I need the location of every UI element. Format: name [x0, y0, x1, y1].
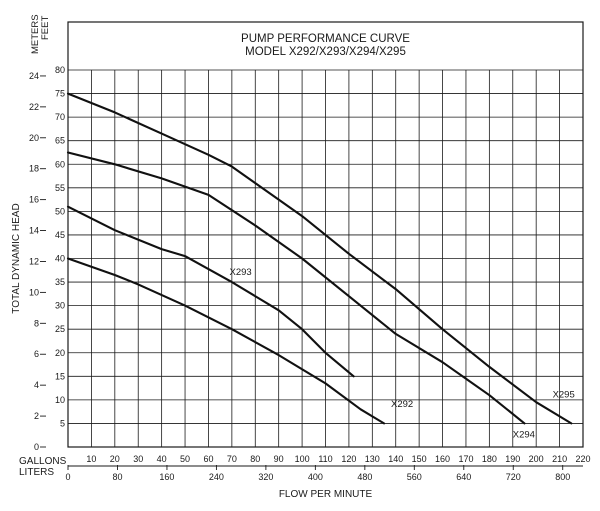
feet-tick-label: 40 — [55, 254, 65, 264]
curve-x294 — [66, 151, 526, 425]
chart-subtitle: MODEL X292/X293/X294/X295 — [245, 46, 406, 58]
gallons-tick-label: 200 — [529, 454, 544, 464]
feet-tick-label: 20 — [55, 348, 65, 358]
curve-label-x294: X294 — [513, 430, 535, 441]
liters-tick-label: 800 — [555, 472, 570, 482]
gallons-tick-label: 210 — [552, 454, 567, 464]
gallons-tick-label: 80 — [250, 454, 260, 464]
y-axis-title: TOTAL DYNAMIC HEAD — [11, 203, 22, 313]
curves: X292 X293 X294 X295 — [66, 92, 575, 441]
meter-tick-label: 12 — [29, 256, 39, 266]
gallons-tick-label: 120 — [341, 454, 356, 464]
gallons-tick-label: 100 — [295, 454, 310, 464]
curve-label-x295: X295 — [553, 390, 575, 401]
gallons-tick-label: 150 — [412, 454, 427, 464]
meter-tick-label: 16 — [29, 195, 39, 205]
meter-tick-label: 14 — [29, 226, 39, 236]
gallons-tick-label: 30 — [133, 454, 143, 464]
feet-tick-label: 80 — [55, 65, 65, 75]
meters-unit-label: METERS — [30, 14, 41, 54]
feet-tick-label: 55 — [55, 183, 65, 193]
axis-ticks: 5101520253035404550556065707580024681012… — [29, 65, 591, 482]
meter-tick-label: 10 — [29, 287, 39, 297]
meter-tick-label: 6 — [34, 349, 39, 359]
liters-tick-label: 480 — [357, 472, 372, 482]
liters-tick-label: 0 — [65, 472, 70, 482]
gallons-tick-label: 170 — [458, 454, 473, 464]
gallons-tick-label: 70 — [227, 454, 237, 464]
feet-unit-label: FEET — [40, 16, 51, 40]
curve-label-x293: X293 — [230, 267, 252, 278]
feet-tick-label: 10 — [55, 395, 65, 405]
liters-unit-label: LITERS — [19, 467, 54, 478]
gallons-tick-label: 180 — [482, 454, 497, 464]
feet-tick-label: 50 — [55, 206, 65, 216]
liters-tick-label: 400 — [308, 472, 323, 482]
meter-tick-label: 2 — [34, 411, 39, 421]
feet-tick-label: 5 — [60, 418, 65, 428]
gallons-tick-label: 50 — [180, 454, 190, 464]
title-box: PUMP PERFORMANCE CURVE MODEL X292/X293/X… — [241, 33, 410, 58]
curve-label-x292: X292 — [391, 399, 413, 410]
meter-tick-label: 4 — [34, 380, 39, 390]
gallons-unit-label: GALLONS — [19, 456, 67, 467]
feet-tick-label: 30 — [55, 301, 65, 311]
gallons-tick-label: 110 — [318, 454, 332, 464]
meter-tick-label: 18 — [29, 164, 39, 174]
liters-tick-label: 80 — [112, 472, 122, 482]
axis-labels: METERS FEET TOTAL DYNAMIC HEAD GALLONS L… — [11, 14, 372, 500]
feet-tick-label: 15 — [55, 371, 65, 381]
gallons-tick-label: 90 — [274, 454, 284, 464]
chart-title: PUMP PERFORMANCE CURVE — [241, 33, 410, 45]
curve-x293 — [66, 205, 355, 378]
liters-tick-label: 720 — [506, 472, 521, 482]
feet-tick-label: 45 — [55, 230, 65, 240]
gallons-tick-label: 40 — [157, 454, 167, 464]
meter-tick-label: 0 — [34, 442, 39, 452]
liters-tick-label: 320 — [258, 472, 273, 482]
meter-tick-label: 20 — [29, 133, 39, 143]
gallons-tick-label: 10 — [86, 454, 96, 464]
plot-frame — [67, 21, 584, 448]
feet-tick-label: 25 — [55, 324, 65, 334]
gallons-tick-label: 140 — [388, 454, 403, 464]
meter-tick-label: 8 — [34, 318, 39, 328]
meter-tick-label: 24 — [29, 71, 39, 81]
curve-x295 — [66, 92, 573, 425]
liters-tick-label: 240 — [209, 472, 224, 482]
liters-tick-label: 560 — [407, 472, 422, 482]
liters-tick-label: 640 — [456, 472, 471, 482]
gallons-tick-label: 190 — [505, 454, 520, 464]
liters-tick-label: 160 — [159, 472, 174, 482]
feet-tick-label: 75 — [55, 89, 65, 99]
feet-tick-label: 70 — [55, 112, 65, 122]
x-axis-title: FLOW PER MINUTE — [279, 489, 373, 500]
feet-tick-label: 60 — [55, 159, 65, 169]
meter-tick-label: 22 — [29, 102, 39, 112]
gallons-tick-label: 220 — [575, 454, 590, 464]
gallons-tick-label: 130 — [365, 454, 380, 464]
feet-tick-label: 65 — [55, 136, 65, 146]
gallons-tick-label: 160 — [435, 454, 450, 464]
gallons-tick-label: 60 — [203, 454, 213, 464]
curve-x292 — [66, 257, 386, 425]
feet-tick-label: 35 — [55, 277, 65, 287]
gallons-tick-label: 20 — [110, 454, 120, 464]
